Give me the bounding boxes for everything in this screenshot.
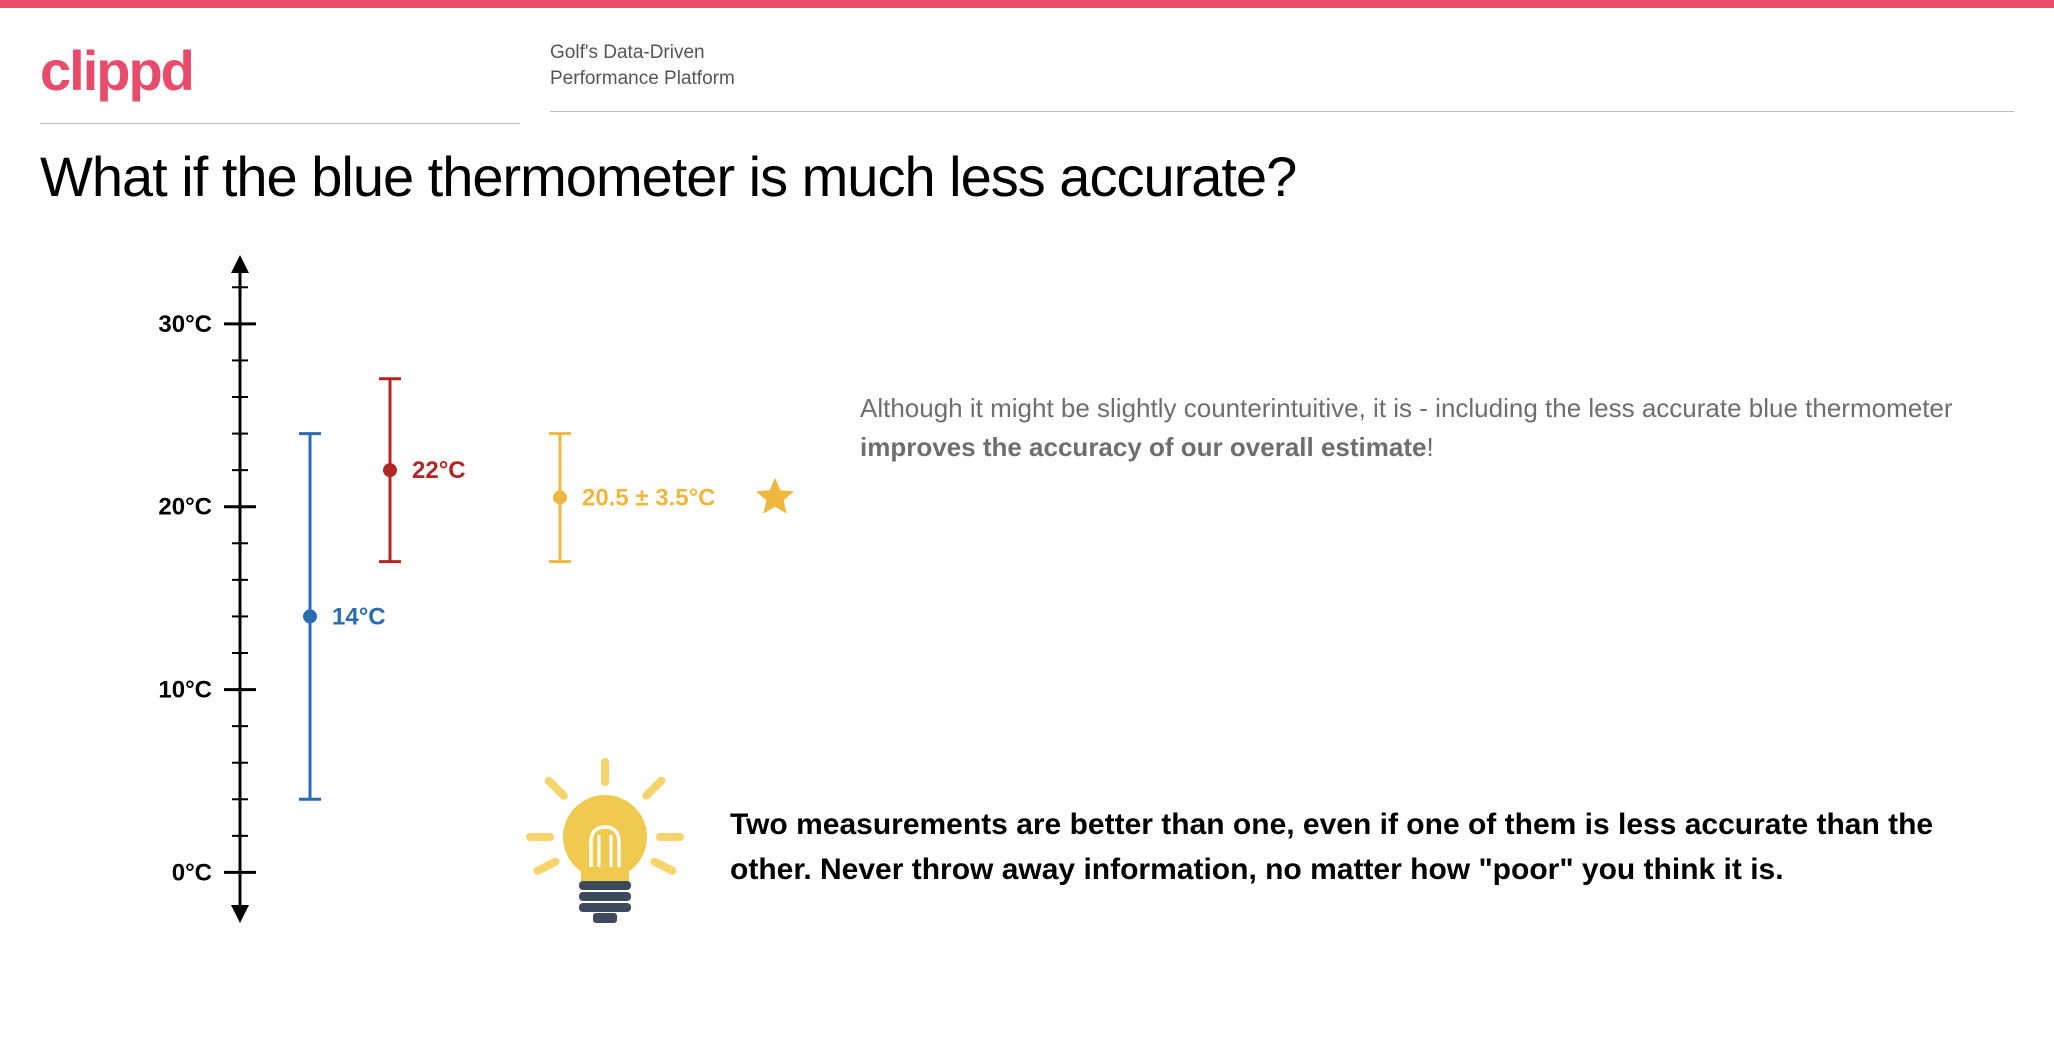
axis-tick-label: 30°C	[158, 311, 212, 338]
series-dot-yellow	[553, 491, 567, 505]
explain-post: !	[1426, 432, 1433, 462]
explain-strong: improves the accuracy of our overall est…	[860, 432, 1426, 462]
top-accent-bar	[0, 0, 2054, 8]
series-label-red: 22°C	[412, 457, 466, 484]
axis-tick-label: 0°C	[172, 859, 212, 886]
brand-logo: clippd	[40, 38, 520, 103]
series-label-blue: 14°C	[332, 603, 386, 630]
axis-tick-label: 20°C	[158, 494, 212, 521]
tagline-line1: Golf's Data-Driven	[550, 40, 2014, 66]
tagline-line2: Performance Platform	[550, 66, 2014, 92]
insight-row: Two measurements are better than one, ev…	[520, 749, 1994, 944]
series-dot-blue	[303, 609, 317, 623]
insight-text: Two measurements are better than one, ev…	[730, 802, 1994, 892]
header: clippd Golf's Data-Driven Performance Pl…	[0, 8, 2054, 124]
explain-pre: Although it might be slightly counterint…	[860, 393, 1953, 423]
series-label-yellow: 20.5 ± 3.5°C	[582, 485, 716, 512]
page-title: What if the blue thermometer is much les…	[0, 124, 2054, 219]
series-dot-red	[383, 463, 397, 477]
explanation-text: Although it might be slightly counterint…	[860, 389, 2014, 467]
star-icon	[756, 478, 794, 514]
axis-tick-label: 10°C	[158, 677, 212, 704]
main-content: 0°C 10°C 20°C 30°C 14°C 22°C 20.5 ± 3.5°C Alth…	[0, 219, 2054, 949]
lightbulb-icon	[520, 749, 690, 944]
tagline: Golf's Data-Driven Performance Platform	[550, 28, 2014, 112]
lightbulb-svg	[520, 749, 690, 939]
logo-container: clippd	[40, 28, 520, 124]
